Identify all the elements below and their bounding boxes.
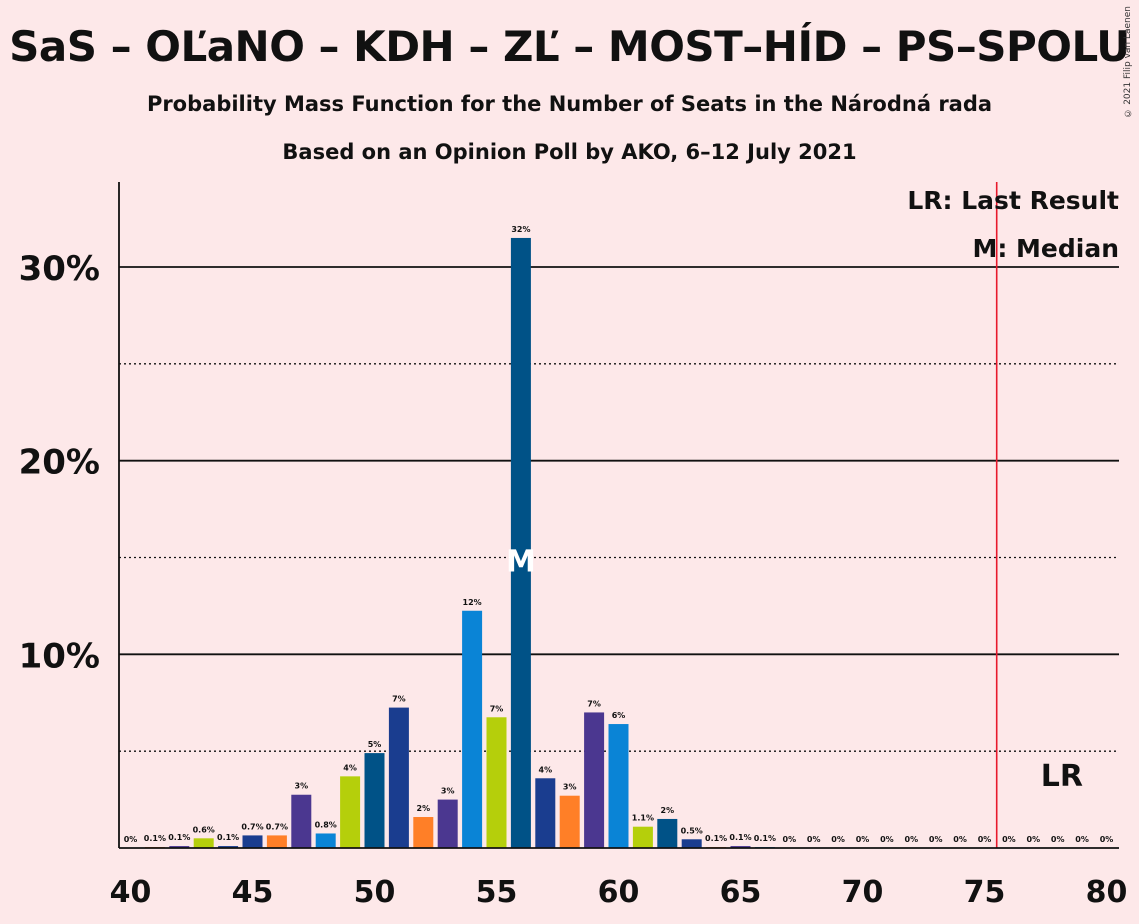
last-result-marker: LR	[1041, 759, 1083, 794]
bar-label-65: 0.1%	[729, 833, 751, 842]
bar-label-61: 1.1%	[632, 814, 654, 823]
x-tick-label: 70	[842, 875, 884, 910]
x-tick-label: 40	[110, 875, 152, 910]
bar-label-44: 0.1%	[217, 833, 239, 842]
bar-seats-56	[510, 237, 531, 848]
bar-label-41: 0.1%	[144, 834, 166, 843]
bar-label-77: 0%	[1027, 835, 1041, 844]
bar-label-67: 0%	[783, 835, 797, 844]
bar-label-60: 6%	[612, 711, 626, 720]
bar-seats-48	[315, 833, 336, 848]
y-tick-label: 30%	[19, 249, 100, 289]
bar-label-62: 2%	[661, 806, 675, 815]
bar-seats-47	[291, 794, 312, 848]
bar-label-57: 4%	[539, 765, 553, 774]
bar-seats-57	[535, 778, 556, 848]
median-marker: M	[506, 545, 536, 580]
x-tick-label: 75	[964, 875, 1006, 910]
bar-label-54: 12%	[463, 598, 482, 607]
bar-seats-62	[657, 818, 678, 848]
chart-title: SaS – OĽaNO – KDH – ZĽ – MOST–HÍD – PS–S…	[9, 22, 1130, 71]
bar-label-40: 0%	[124, 835, 138, 844]
chart-subtitle: Probability Mass Function for the Number…	[146, 92, 993, 116]
x-tick-label: 55	[476, 875, 518, 910]
bar-seats-42	[169, 846, 190, 848]
bar-label-80: 0%	[1100, 835, 1114, 844]
bar-label-55: 7%	[490, 704, 504, 713]
bar-label-74: 0%	[953, 835, 967, 844]
bar-label-47: 3%	[295, 782, 309, 791]
bar-label-51: 7%	[392, 695, 406, 704]
bar-seats-44	[218, 846, 239, 848]
y-tick-label: 20%	[19, 443, 100, 483]
bar-label-53: 3%	[441, 787, 455, 796]
bar-label-56: 32%	[511, 225, 530, 234]
bar-label-43: 0.6%	[193, 825, 215, 834]
bar-seats-46	[266, 835, 287, 848]
bar-label-52: 2%	[417, 804, 431, 813]
bar-label-46: 0.7%	[266, 822, 288, 831]
bar-seats-59	[584, 712, 605, 848]
bar-label-45: 0.7%	[241, 822, 263, 831]
bar-label-78: 0%	[1051, 835, 1065, 844]
bar-label-73: 0%	[929, 835, 943, 844]
bar-seats-58	[559, 795, 580, 848]
y-tick-label: 10%	[19, 636, 100, 676]
bar-seats-65	[730, 846, 751, 848]
bar-seats-52	[413, 817, 434, 848]
bar-label-64: 0.1%	[705, 834, 727, 843]
chart-subtitle-poll: Based on an Opinion Poll by AKO, 6–12 Ju…	[282, 140, 857, 164]
bar-label-70: 0%	[856, 835, 870, 844]
bar-seats-45	[242, 835, 263, 848]
x-tick-label: 65	[720, 875, 762, 910]
bar-label-76: 0%	[1002, 835, 1016, 844]
bar-label-48: 0.8%	[315, 820, 337, 829]
bar-seats-51	[388, 707, 409, 848]
bar-label-50: 5%	[368, 740, 382, 749]
x-tick-label: 80	[1086, 875, 1128, 910]
bar-label-58: 3%	[563, 783, 577, 792]
bar-label-75: 0%	[978, 835, 992, 844]
bar-seats-53	[437, 799, 458, 848]
x-tick-label: 45	[232, 875, 274, 910]
bar-seats-63	[681, 839, 702, 848]
bar-seats-50	[364, 753, 385, 848]
bar-label-42: 0.1%	[168, 833, 190, 842]
bar-seats-54	[462, 610, 483, 848]
bar-label-69: 0%	[831, 835, 845, 844]
bar-label-79: 0%	[1075, 835, 1089, 844]
bar-seats-55	[486, 717, 507, 848]
bar-seats-61	[632, 826, 653, 848]
bar-seats-49	[340, 776, 361, 848]
x-tick-label: 50	[354, 875, 396, 910]
legend-median: M: Median	[972, 234, 1119, 263]
x-tick-label: 60	[598, 875, 640, 910]
bar-label-49: 4%	[343, 763, 357, 772]
bar-label-71: 0%	[880, 835, 894, 844]
bar-label-72: 0%	[905, 835, 919, 844]
bar-label-68: 0%	[807, 835, 821, 844]
bar-label-59: 7%	[587, 699, 601, 708]
bar-seats-43	[193, 838, 214, 848]
bar-seats-60	[608, 724, 629, 848]
legend-last-result: LR: Last Result	[907, 186, 1119, 215]
bar-label-66: 0.1%	[754, 834, 776, 843]
bar-label-63: 0.5%	[681, 826, 703, 835]
